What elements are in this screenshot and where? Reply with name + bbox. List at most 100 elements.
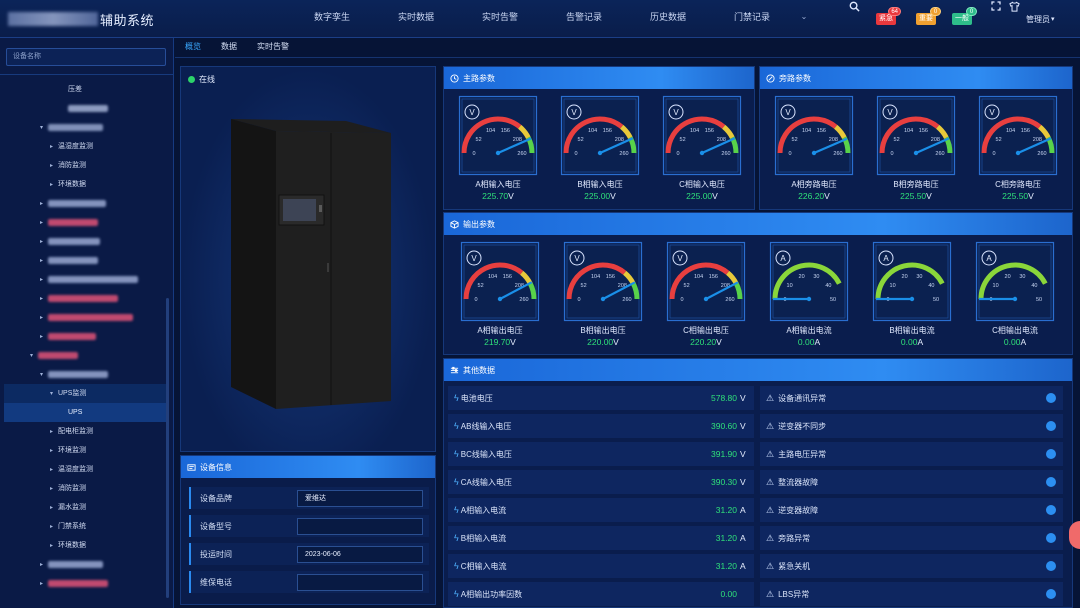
tree-item-env-data[interactable]: ▸ 环境数据 [50,175,86,194]
svg-text:156: 156 [919,128,928,134]
tree-group-blurred[interactable]: ▸ [40,213,98,232]
tree-item-fire[interactable]: ▸ 消防监测 [50,156,86,175]
status-indicator-icon [1046,561,1056,571]
tree-item-ups-monitor[interactable]: ▾ UPS监测 [4,384,166,403]
nav-access-record[interactable]: 门禁记录 [733,12,770,22]
tree-group-blurred[interactable]: ▸ [40,232,100,251]
main-params-panel: 主路参数 0 52 104 156 208 260 V A相输入电压 225.70V 0 52 104… [443,66,755,210]
floating-action-button[interactable] [1069,521,1080,549]
svg-text:104: 104 [591,274,600,280]
svg-text:260: 260 [622,297,631,303]
tree-group-blurred[interactable]: ▸ [40,574,108,593]
info-value-field[interactable]: 2023-06-06 [297,545,423,563]
nav-history-data[interactable]: 历史数据 [649,12,686,22]
lightning-icon: ϟ [454,504,459,515]
svg-text:104: 104 [1006,128,1015,134]
svg-text:0: 0 [676,151,679,157]
nav-alarm-record[interactable]: 告警记录 [565,12,602,22]
blurred-label [68,104,108,112]
svg-text:208: 208 [829,137,838,143]
gauge-reading: 0.00 [1003,337,1021,347]
tree-item-leak[interactable]: ▸ 漏水监测 [50,498,86,517]
sliders-icon [450,366,459,375]
fullscreen-icon[interactable] [990,0,1002,12]
status-label-text: 紧急关机 [778,561,811,571]
system-title: 辅助系统 [100,12,155,28]
device-info-header: 设备信息 [181,456,435,478]
gauge-name: B相旁路电压 [893,180,939,189]
tree-item-temp-humidity-2[interactable]: ▸ 温湿度监测 [50,460,93,479]
nav-realtime-alarm[interactable]: 实时告警 [481,12,518,22]
tree-group-blurred[interactable]: ▸ [40,194,106,213]
tree-group-blurred[interactable]: ▸ [40,289,118,308]
tree-item-ups-selected[interactable]: UPS [4,403,166,422]
tree-item-env-data-2[interactable]: ▸ 环境数据 [50,536,86,555]
nav-digital-twin[interactable]: 数字孪生 [313,12,350,22]
measurement-label: ϟ 电池电压 [448,393,711,404]
measurement-label: ϟ CA线输入电压 [448,477,711,488]
tree-group-blurred[interactable]: ▸ [40,327,96,346]
tree-group-blurred[interactable]: ▸ [40,270,138,289]
tree-item-fire-2[interactable]: ▸ 消防监测 [50,479,86,498]
collapsed-arrow-icon: ▸ [40,220,44,226]
measurement-label-text: AB线输入电压 [460,421,512,431]
measurement-label: ϟ A相输出功率因数 [448,589,720,600]
measurement-value: 31.20 [715,505,737,515]
measurement-value: 391.90 [711,449,737,459]
device-search-input[interactable]: 设备名称 [6,48,166,66]
tab-data[interactable]: 数据 [221,42,237,51]
svg-text:208: 208 [1033,137,1042,143]
svg-text:0: 0 [992,151,995,157]
tab-overview[interactable]: 概览 [185,42,201,51]
tree-group-blurred[interactable]: ▸ [40,555,103,574]
svg-text:40: 40 [928,283,934,289]
alert-badge-important[interactable]: 重要 0 [916,7,941,25]
tab-realtime-alarm[interactable]: 实时告警 [257,42,289,51]
sidebar-scrollbar[interactable] [166,298,169,598]
status-label: ⚠ 设备通讯异常 [760,393,1046,404]
alert-count-important: 0 [930,7,941,16]
tree-item-temp-humidity[interactable]: ▸ 温湿度监测 [50,137,93,156]
user-menu[interactable]: 管理员 ▾ [1026,0,1055,38]
nav-more-chevron-icon[interactable]: ⌄ [800,12,808,21]
alert-badge-urgent[interactable]: 紧急 64 [876,7,901,25]
tree-item-label: 配电柜监测 [58,428,93,435]
measurement-label: ϟ A相输入电流 [448,505,716,516]
theme-shirt-icon[interactable] [1008,0,1020,12]
gauge-value: 225.50V [876,191,956,201]
gauge-reading: 220.20 [690,337,717,347]
measurement-row: ϟ A相输出功率因数 0.00 [448,582,754,606]
tree-group-blurred[interactable]: ▸ [40,308,133,327]
tree-item-distribution[interactable]: ▸ 配电柜监测 [50,422,93,441]
tree-item-access[interactable]: ▸ 门禁系统 [50,517,86,536]
gauge-unit: V [508,191,514,201]
svg-text:0: 0 [788,151,791,157]
tree-group-blurred[interactable]: ▾ [40,118,103,137]
status-indicator-icon [1046,421,1056,431]
info-value-field[interactable]: 爱维达 [297,489,423,507]
tree-item-pressure[interactable]: 压差 [68,80,82,99]
gauge-reading: 225.50 [900,191,927,201]
alert-badge-normal[interactable]: 一般 0 [952,7,977,25]
gauge-current: 01020304050AA相输出电流0.00A [769,241,849,347]
info-value-field[interactable] [297,573,423,591]
blurred-label [48,237,100,245]
svg-text:260: 260 [725,297,734,303]
svg-text:52: 52 [478,283,484,289]
tree-item-env-monitor[interactable]: ▸ 环境监测 [50,441,86,460]
status-label: ⚠ 紧急关机 [760,561,1046,572]
tree-item-blurred[interactable] [68,99,108,118]
measurement-label: ϟ C相输入电流 [448,561,716,572]
tree-group-blurred[interactable]: ▸ [40,251,98,270]
online-dot-icon [188,76,195,83]
svg-text:104: 104 [486,128,495,134]
nav-realtime-data[interactable]: 实时数据 [397,12,434,22]
svg-text:V: V [571,108,577,117]
tree-group-blurred[interactable]: ▾ [30,346,78,365]
search-icon[interactable] [848,0,860,12]
tree-group-blurred[interactable]: ▾ [40,365,108,384]
tree-item-label: 环境监测 [58,447,86,454]
info-value-field[interactable] [297,517,423,535]
gauge-voltage: 0 52 104 156 208 260 V C相输出电压 220.20V [666,241,746,347]
